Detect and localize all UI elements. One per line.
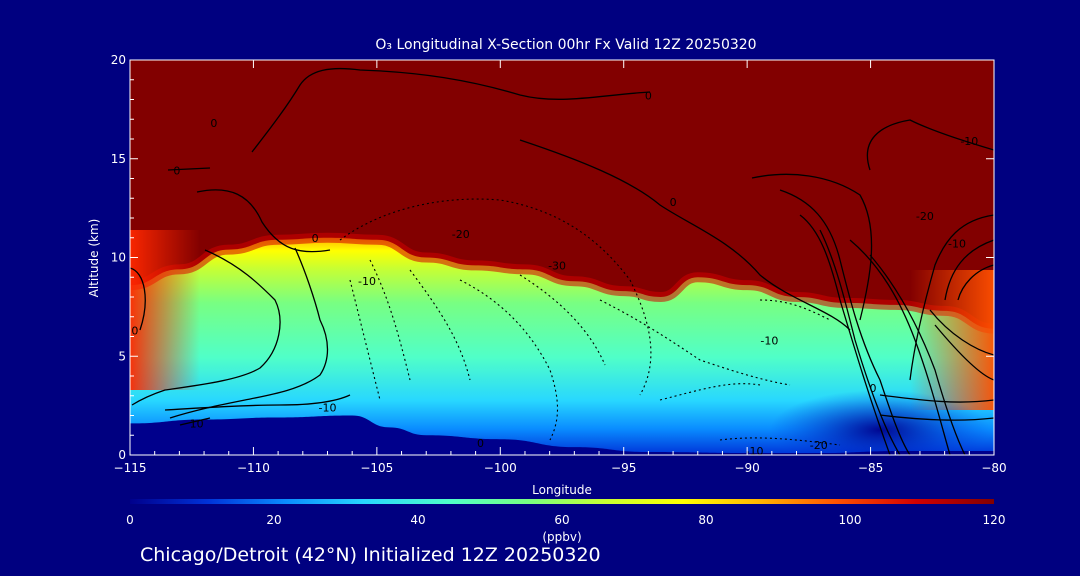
contour-line [167,167,211,171]
surface-low-ozone-fill [130,415,994,455]
contour-label: -20 [916,210,934,223]
contour-label: -20 [810,439,828,452]
contour-line [196,189,331,253]
contour-label: -10 [746,445,764,458]
x-tick-label: −90 [734,461,759,475]
dotted-contour-line [599,299,791,386]
y-axis-label: Altitude (km) [87,219,101,298]
chart-title: O₃ Longitudinal X-Section 00hr Fx Valid … [375,37,756,53]
colorbar-tick-label: 100 [839,513,862,527]
contour-label: 0 [312,232,319,245]
contour-line [179,417,211,426]
colorbar: 0 20 40 60 80 100 120 (ppbv) [126,499,1005,544]
contour-line [751,173,873,321]
contour-line [251,67,651,153]
contour-label: -10 [358,275,376,288]
colorbar-ticks: 0 20 40 60 80 100 120 [126,513,1005,527]
colorbar-tick-label: 0 [126,513,134,527]
contour-line [779,189,911,455]
y-tick-label: 10 [111,251,126,265]
contour-line [519,139,851,331]
west-high-ozone-shading [130,230,200,390]
colorbar-unit-label: (ppbv) [542,530,581,544]
contour-line [169,247,329,419]
contour-line [819,229,901,455]
contour-label: -10 [760,334,778,347]
dotted-contour-line [349,279,381,401]
y-tick-label: 0 [118,448,126,462]
colorbar-tick-label: 60 [554,513,569,527]
y-tick-label: 15 [111,152,126,166]
x-tick-label: −105 [360,461,393,475]
contour-label: 0 [477,437,484,450]
contour-label: 0 [670,196,677,209]
figure-caption: Chicago/Detroit (42°N) Initialized 12Z 2… [140,544,601,566]
contour-labels: 0 0 -10 0 0 -20 -20 0 -10 -30 -10 0 -10 0 -10 10 0 -20 -10 [131,90,978,458]
contour-line [934,324,994,381]
colorbar-tick-label: 40 [410,513,425,527]
contour-line [909,214,994,381]
contour-label: 0 [645,90,652,103]
x-axis: −115 −110 −105 −100 −95 −90 −85 −80 [114,60,1007,475]
contour-label: 10 [190,417,204,430]
x-tick-label: −80 [981,461,1006,475]
contour-line [131,249,281,406]
contour-line [799,214,891,455]
colorbar-strip [130,499,994,504]
contour-line [944,239,994,301]
negative-contour-lines [339,198,841,446]
y-tick-label: 20 [111,53,126,67]
contour-label: -10 [948,238,966,251]
x-axis-label: Longitude [532,483,592,497]
east-high-ozone-shading [910,270,994,410]
contour-line [866,119,994,171]
x-tick-label: −115 [114,461,147,475]
contour-line [130,267,146,331]
contour-label: 0 [210,117,217,130]
x-tick-label: −85 [858,461,883,475]
contour-line [957,264,994,301]
x-tick-label: −100 [484,461,517,475]
contour-label: -10 [319,402,337,415]
low-ozone-region [770,390,990,455]
contour-line [879,394,994,403]
contour-line [164,394,351,411]
contour-label: 0 [173,165,180,178]
x-tick-label: −110 [237,461,270,475]
colorbar-tick-label: 20 [266,513,281,527]
x-tick-label: −95 [611,461,636,475]
contour-lines [130,67,994,455]
contour-line [879,414,994,421]
dotted-contour-line [409,269,471,381]
colorbar-tick-label: 120 [983,513,1006,527]
contour-line [929,309,994,356]
dotted-contour-line [659,383,761,401]
troposphere-fill [130,237,994,455]
contour-label: -20 [452,228,470,241]
contour-line [869,254,966,455]
contour-label: -30 [548,259,566,272]
contour-label: -10 [960,135,978,148]
y-tick-label: 5 [118,349,126,363]
colorbar-tick-label: 80 [698,513,713,527]
contour-label: 0 [870,382,877,395]
dotted-contour-line [719,437,841,446]
plot-area: 0 0 -10 0 0 -20 -20 0 -10 -30 -10 0 -10 0 -10 10 0 -20 -10 [130,60,994,458]
contour-label: 0 [131,325,138,338]
dotted-contour-line [519,274,606,366]
